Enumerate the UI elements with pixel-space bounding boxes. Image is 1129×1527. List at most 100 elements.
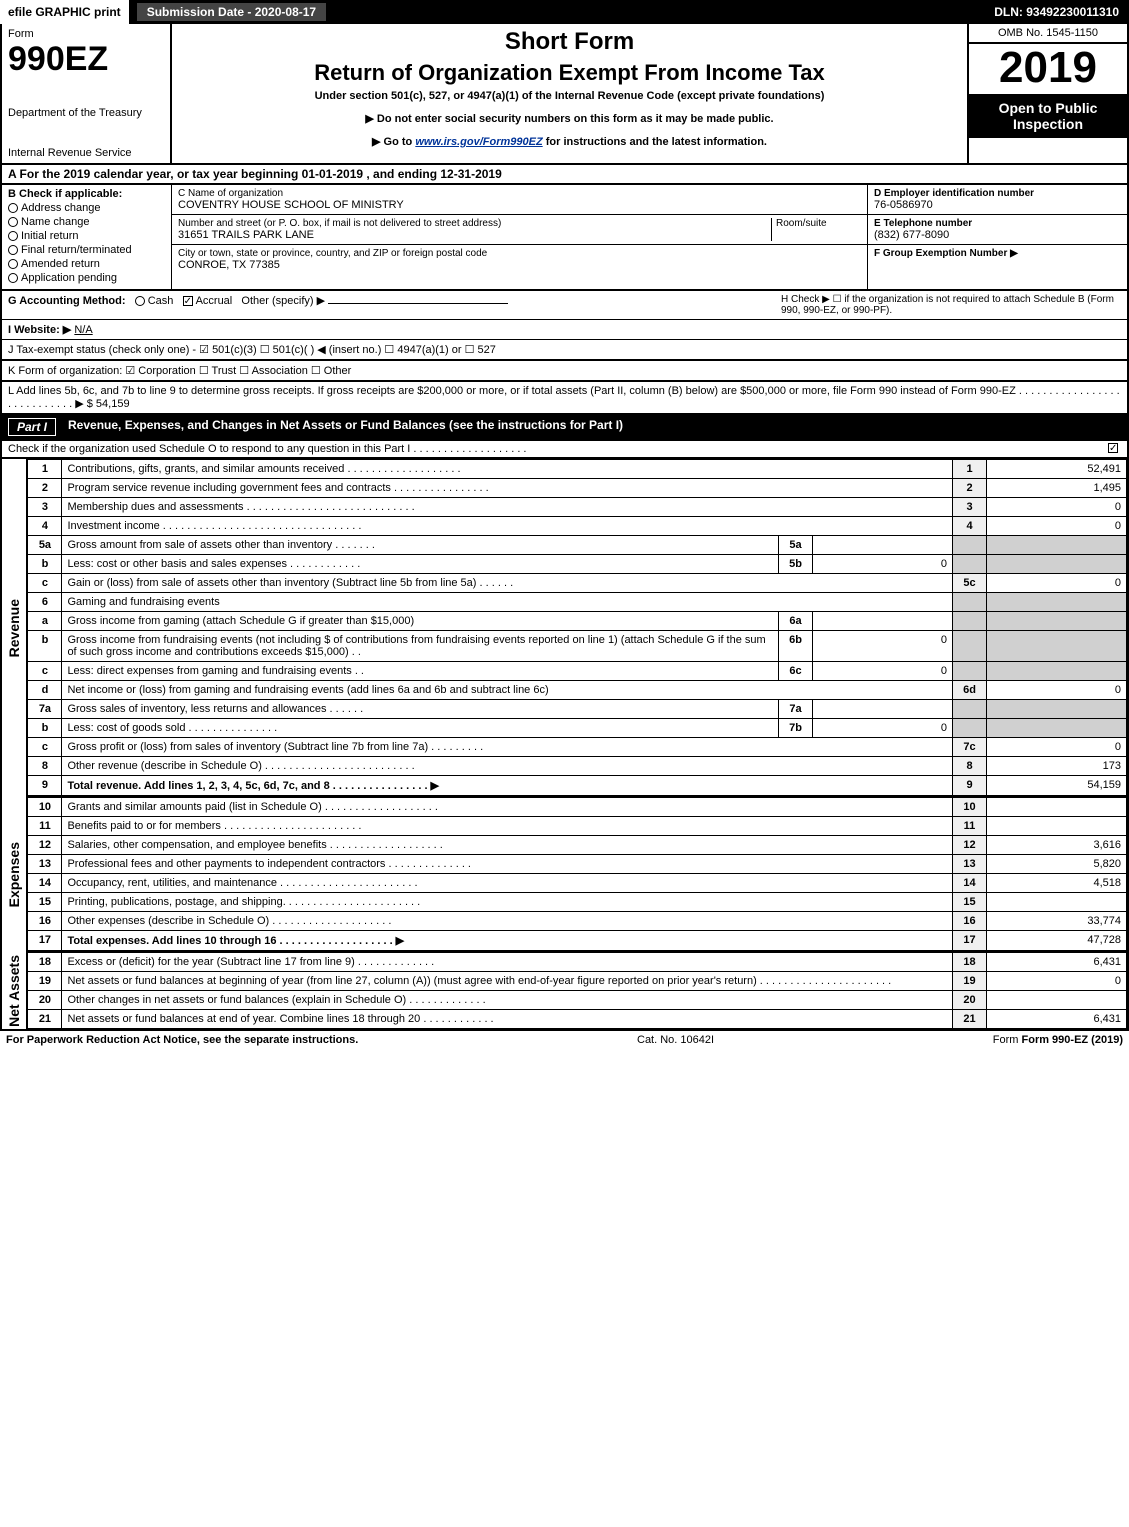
g-cash-radio[interactable] [135, 296, 145, 306]
part1-check-row: Check if the organization used Schedule … [0, 441, 1129, 459]
group-exemption-row: F Group Exemption Number ▶ [868, 245, 1127, 262]
netassets-section: Net Assets 18Excess or (deficit) for the… [0, 952, 1129, 1031]
dept-treasury: Department of the Treasury [8, 107, 164, 119]
phone-value: (832) 677-8090 [874, 229, 1121, 241]
h-text: H Check ▶ ☐ if the organization is not r… [781, 294, 1121, 316]
tax-year: 2019 [969, 44, 1127, 94]
inspection-label: Open to Public Inspection [969, 94, 1127, 138]
omb-number: OMB No. 1545-1150 [969, 24, 1127, 44]
city-value: CONROE, TX 77385 [178, 259, 861, 271]
row-l: L Add lines 5b, 6c, and 7b to line 9 to … [0, 382, 1129, 415]
org-name-row: C Name of organization COVENTRY HOUSE SC… [172, 185, 867, 215]
street-label: Number and street (or P. O. box, if mail… [178, 218, 771, 229]
line-5b: bLess: cost or other basis and sales exp… [28, 555, 1127, 574]
group-exemption-label: F Group Exemption Number ▶ [874, 248, 1121, 259]
line-14: 14Occupancy, rent, utilities, and mainte… [28, 874, 1127, 893]
line-13: 13Professional fees and other payments t… [28, 855, 1127, 874]
line-11: 11Benefits paid to or for members . . . … [28, 817, 1127, 836]
section-a-taxyear: A For the 2019 calendar year, or tax yea… [0, 165, 1129, 185]
part1-header: Part I Revenue, Expenses, and Changes in… [0, 415, 1129, 441]
part1-title: Revenue, Expenses, and Changes in Net As… [68, 418, 1121, 436]
section-def: D Employer identification number 76-0586… [867, 185, 1127, 289]
part1-check-label: Check if the organization used Schedule … [8, 443, 1108, 455]
ein-label: D Employer identification number [874, 188, 1121, 199]
submission-date: Submission Date - 2020-08-17 [135, 1, 328, 23]
line-21: 21Net assets or fund balances at end of … [28, 1010, 1127, 1029]
line-3: 3Membership dues and assessments . . . .… [28, 498, 1127, 517]
line-6c: cLess: direct expenses from gaming and f… [28, 662, 1127, 681]
line-6d: dNet income or (loss) from gaming and fu… [28, 681, 1127, 700]
part1-tab: Part I [8, 418, 56, 436]
efile-label[interactable]: efile GRAPHIC print [0, 0, 129, 24]
line-20: 20Other changes in net assets or fund ba… [28, 991, 1127, 1010]
line-1: 1Contributions, gifts, grants, and simil… [28, 460, 1127, 479]
line-18: 18Excess or (deficit) for the year (Subt… [28, 953, 1127, 972]
i-value: N/A [74, 324, 92, 336]
dln-label: DLN: 93492230011310 [994, 5, 1129, 19]
line-8: 8Other revenue (describe in Schedule O) … [28, 757, 1127, 776]
revenue-section: Revenue 1Contributions, gifts, grants, a… [0, 459, 1129, 797]
header-left: Form 990EZ Department of the Treasury In… [2, 24, 172, 163]
line-15: 15Printing, publications, postage, and s… [28, 893, 1127, 912]
note2-post: for instructions and the latest informat… [543, 136, 767, 148]
line-17: 17Total expenses. Add lines 10 through 1… [28, 931, 1127, 952]
subtitle: Under section 501(c), 527, or 4947(a)(1)… [182, 90, 957, 102]
section-ghij: G Accounting Method: Cash Accrual Other … [0, 291, 1129, 361]
opt-name-change[interactable]: Name change [8, 216, 165, 228]
footer: For Paperwork Reduction Act Notice, see … [0, 1031, 1129, 1049]
ein-value: 76-0586970 [874, 199, 1121, 211]
footer-right: Form Form 990-EZ (2019) [993, 1034, 1123, 1046]
org-name: COVENTRY HOUSE SCHOOL OF MINISTRY [178, 199, 861, 211]
g-other-input[interactable] [328, 303, 508, 304]
expenses-section: Expenses 10Grants and similar amounts pa… [0, 797, 1129, 952]
section-b-title: B Check if applicable: [8, 188, 165, 200]
irs-label: Internal Revenue Service [8, 147, 164, 159]
line-10: 10Grants and similar amounts paid (list … [28, 798, 1127, 817]
revenue-side-label: Revenue [2, 459, 27, 797]
org-name-label: C Name of organization [178, 188, 861, 199]
opt-address-change[interactable]: Address change [8, 202, 165, 214]
ein-row: D Employer identification number 76-0586… [868, 185, 1127, 215]
expenses-table: 10Grants and similar amounts paid (list … [27, 797, 1127, 952]
line-6b: bGross income from fundraising events (n… [28, 631, 1127, 662]
row-g: G Accounting Method: Cash Accrual Other … [2, 291, 1127, 320]
opt-initial-return[interactable]: Initial return [8, 230, 165, 242]
line-6: 6Gaming and fundraising events [28, 593, 1127, 612]
form-number: 990EZ [8, 40, 164, 79]
j-label: J Tax-exempt status (check only one) - ☑… [8, 343, 1121, 356]
opt-amended-return[interactable]: Amended return [8, 258, 165, 270]
netassets-table: 18Excess or (deficit) for the year (Subt… [27, 952, 1127, 1029]
line-4: 4Investment income . . . . . . . . . . .… [28, 517, 1127, 536]
room-label: Room/suite [776, 218, 861, 229]
footer-left: For Paperwork Reduction Act Notice, see … [6, 1034, 358, 1046]
line-7c: cGross profit or (loss) from sales of in… [28, 738, 1127, 757]
header-center: Short Form Return of Organization Exempt… [172, 24, 967, 163]
short-form-title: Short Form [182, 28, 957, 56]
line-2: 2Program service revenue including gover… [28, 479, 1127, 498]
line-7a: 7aGross sales of inventory, less returns… [28, 700, 1127, 719]
section-b: B Check if applicable: Address change Na… [2, 185, 172, 289]
note2-pre: ▶ Go to [372, 136, 415, 148]
part1-checkbox[interactable] [1108, 443, 1118, 453]
city-label: City or town, state or province, country… [178, 248, 861, 259]
header-right: OMB No. 1545-1150 2019 Open to Public In… [967, 24, 1127, 163]
line-12: 12Salaries, other compensation, and empl… [28, 836, 1127, 855]
footer-center: Cat. No. 10642I [637, 1034, 714, 1046]
form-label: Form [8, 28, 164, 40]
i-label: I Website: ▶ [8, 324, 71, 336]
opt-application-pending[interactable]: Application pending [8, 272, 165, 284]
g-accrual-check[interactable] [183, 296, 193, 306]
line-5a: 5aGross amount from sale of assets other… [28, 536, 1127, 555]
top-bar: efile GRAPHIC print Submission Date - 20… [0, 0, 1129, 24]
row-j: J Tax-exempt status (check only one) - ☑… [2, 340, 1127, 359]
line-6a: aGross income from gaming (attach Schedu… [28, 612, 1127, 631]
line-5c: cGain or (loss) from sale of assets othe… [28, 574, 1127, 593]
revenue-table: 1Contributions, gifts, grants, and simil… [27, 459, 1127, 797]
row-k: K Form of organization: ☑ Corporation ☐ … [0, 361, 1129, 382]
opt-final-return[interactable]: Final return/terminated [8, 244, 165, 256]
irs-link[interactable]: www.irs.gov/Form990EZ [415, 136, 542, 148]
main-title: Return of Organization Exempt From Incom… [182, 60, 957, 86]
city-row: City or town, state or province, country… [172, 245, 867, 274]
info-grid: B Check if applicable: Address change Na… [0, 185, 1129, 291]
phone-label: E Telephone number [874, 218, 1121, 229]
